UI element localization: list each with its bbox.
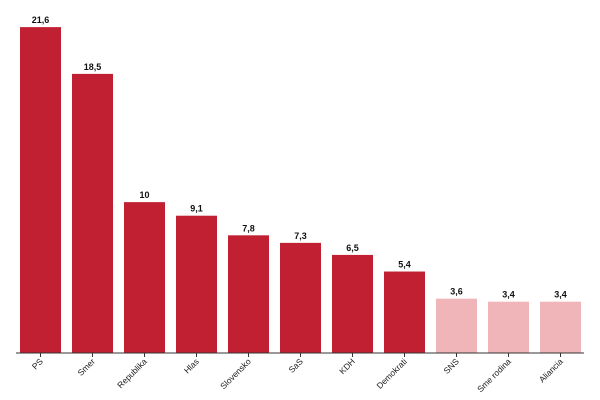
bar-sme-rodina — [488, 301, 529, 353]
x-tick-label: Hlas — [182, 356, 201, 375]
x-tick-label: PS — [30, 356, 45, 371]
x-tick-label: Sme rodina — [475, 356, 513, 394]
x-tick-label: KDH — [337, 356, 357, 376]
value-label: 7,3 — [294, 231, 307, 241]
bar-slovensko — [228, 235, 269, 353]
x-tick-label: Slovensko — [218, 356, 253, 391]
value-label: 3,6 — [450, 287, 463, 297]
value-label: 6,5 — [346, 243, 359, 253]
x-tick-label: Republika — [115, 356, 149, 390]
value-label: 9,1 — [190, 204, 203, 214]
x-tick-labels-layer: PS Smer Republika Hlas Slovensko SaS KDH Demokr… — [30, 356, 565, 394]
bar-hlas — [176, 215, 217, 353]
value-labels-layer: 21,6 18,5 10 9,1 7,8 7,3 6,5 5,4 3,6 3,4 3,4 — [32, 15, 567, 300]
value-label: 10 — [139, 190, 149, 200]
bar-smer — [72, 73, 113, 353]
x-ticks-layer — [40, 353, 561, 357]
x-tick-label: Demokrati — [374, 356, 409, 391]
value-label: 18,5 — [84, 62, 102, 72]
value-label: 7,8 — [242, 223, 255, 233]
bar-demokrati — [384, 271, 425, 353]
x-tick-label: Aliancia — [537, 356, 565, 384]
x-tick-label: SaS — [286, 356, 305, 375]
bar-aliancia — [540, 301, 581, 353]
bar-ps — [20, 27, 61, 354]
bar-kdh — [332, 254, 373, 353]
bars-layer — [20, 27, 581, 354]
value-label: 21,6 — [32, 15, 50, 25]
x-tick-label: SNS — [441, 356, 461, 376]
bar-republika — [124, 202, 165, 353]
bar-sas — [280, 242, 321, 353]
x-tick-label: Smer — [75, 356, 97, 378]
value-label: 3,4 — [502, 290, 515, 300]
bar-sns — [436, 298, 477, 353]
value-label: 5,4 — [398, 260, 411, 270]
value-label: 3,4 — [554, 290, 567, 300]
